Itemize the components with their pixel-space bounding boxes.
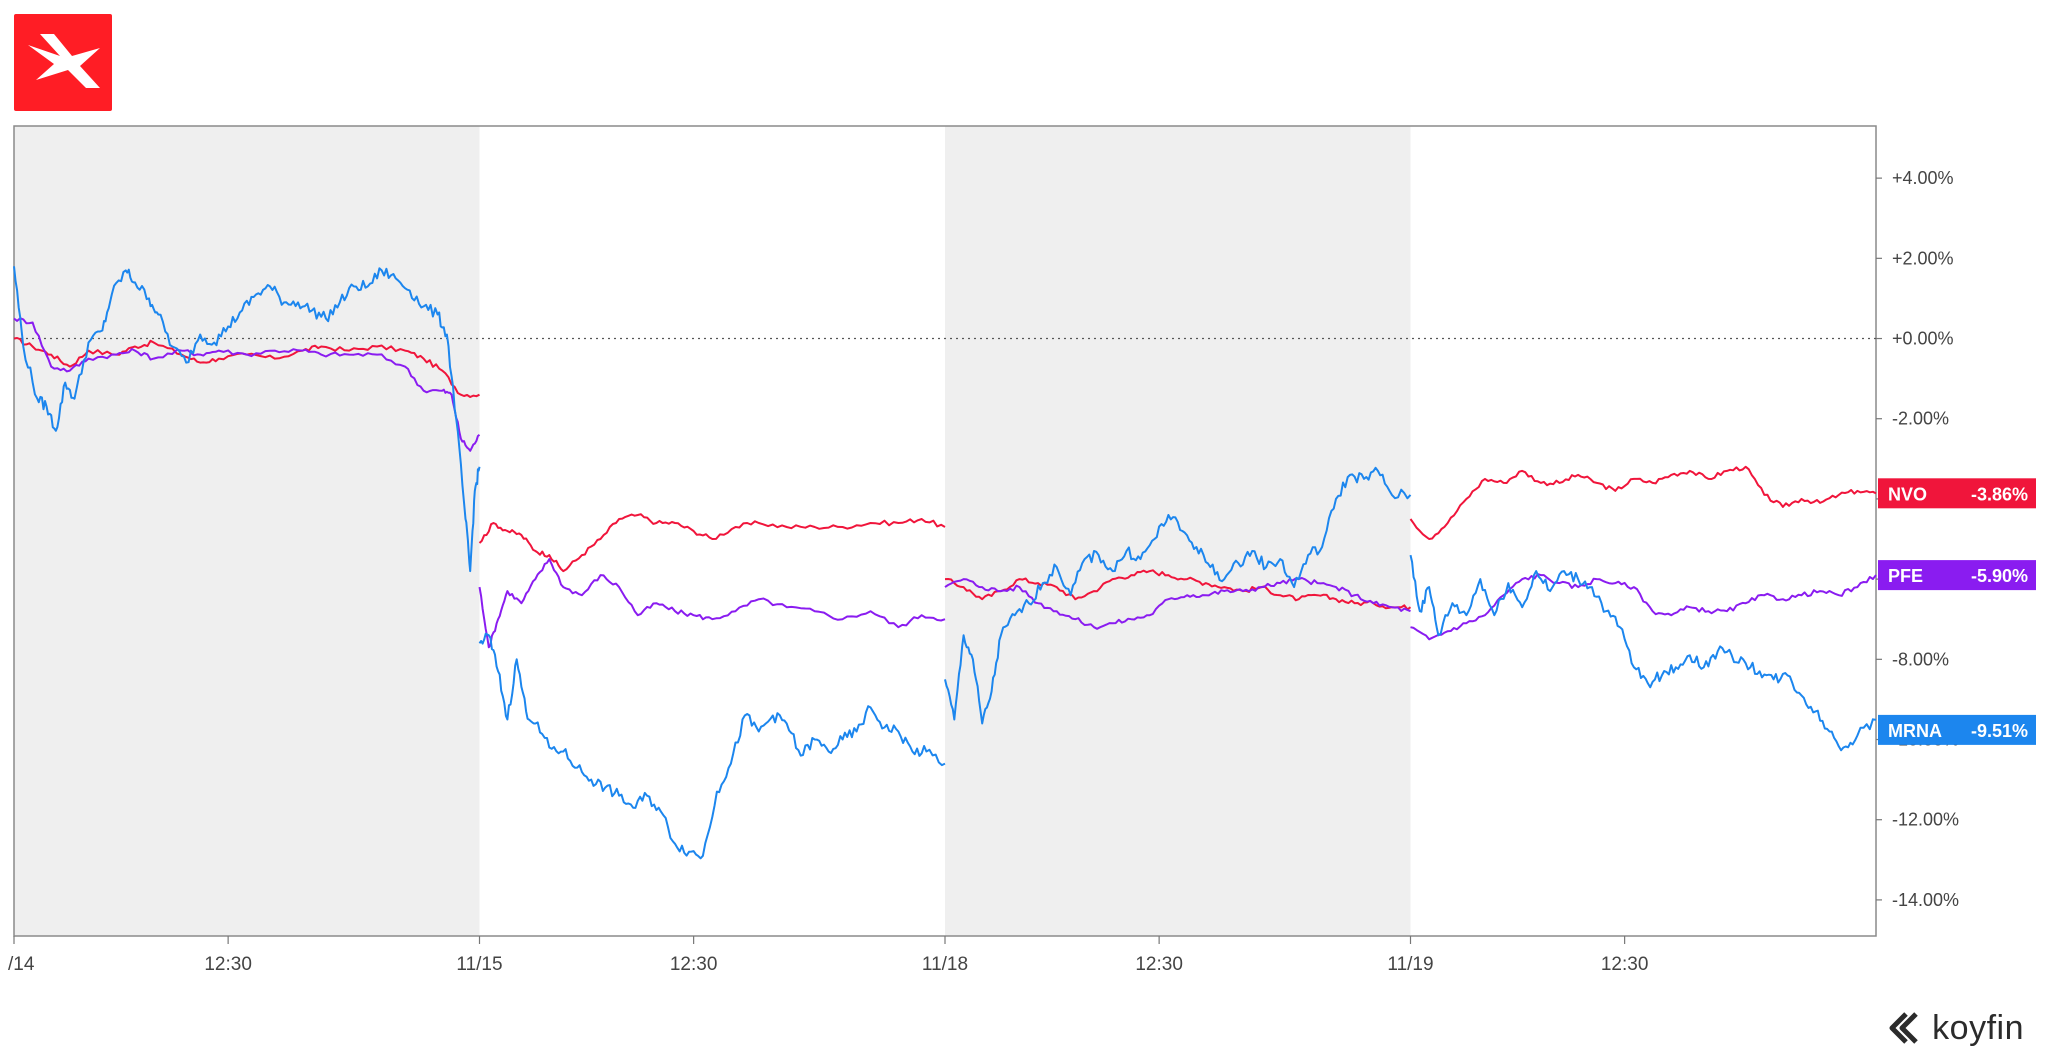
koyfin-brand: koyfin [1886,1006,2024,1050]
value-tag-value: -9.51% [1971,721,2028,741]
series-line-pfe [13,317,1877,649]
y-tick-label: -8.00% [1892,649,1949,669]
x-tick-label: 12:30 [1135,954,1183,975]
x-tick-label: 11/15 [456,954,502,975]
value-tag-pfe: PFE -5.90% [1878,560,2036,591]
x-tick-label: /14 [8,954,35,975]
x-tick-label: 11/19 [1387,954,1433,975]
y-tick-label: -2.00% [1892,409,1949,429]
value-tags: NVO -3.86% PFE -5.90% MRNA -9.51% [1878,478,2036,745]
session-shading [14,126,1411,936]
y-tick-label: -12.00% [1892,810,1959,830]
session-shade-1 [14,126,480,936]
x-tick-label: 12:30 [204,954,252,975]
x-tick-label: 12:30 [670,954,718,975]
value-tag-name: NVO [1888,484,1927,504]
value-tag-value: -3.86% [1971,484,2028,504]
session-shade-2 [945,126,1411,936]
series-lines [13,266,1877,860]
value-tag-mrna: MRNA -9.51% [1878,714,2036,745]
y-tick-label: +2.00% [1892,248,1954,268]
xtb-logo [14,14,112,111]
value-tag-bg [1878,560,2036,591]
x-tick-label: 11/18 [922,954,968,975]
koyfin-logo-icon [1889,1012,1918,1044]
value-tag-bg [1878,714,2036,745]
brand-name: koyfin [1932,1008,2024,1047]
value-tag-name: MRNA [1888,721,1942,741]
y-tick-label: +0.00% [1892,329,1954,349]
x-mark-icon [28,34,100,88]
line-chart: +4.00%+2.00%+0.00%-2.00%-4.00%-6.00%-8.0… [8,125,2036,975]
value-tag-value: -5.90% [1971,566,2028,586]
y-tick-label: +4.00% [1892,168,1954,188]
x-tick-label: 12:30 [1601,954,1649,975]
value-tag-name: PFE [1888,566,1923,586]
value-tag-bg [1878,478,2036,509]
value-tag-nvo: NVO -3.86% [1878,478,2036,509]
y-tick-label: -14.00% [1892,890,1959,910]
series-line-mrna [13,266,1877,860]
